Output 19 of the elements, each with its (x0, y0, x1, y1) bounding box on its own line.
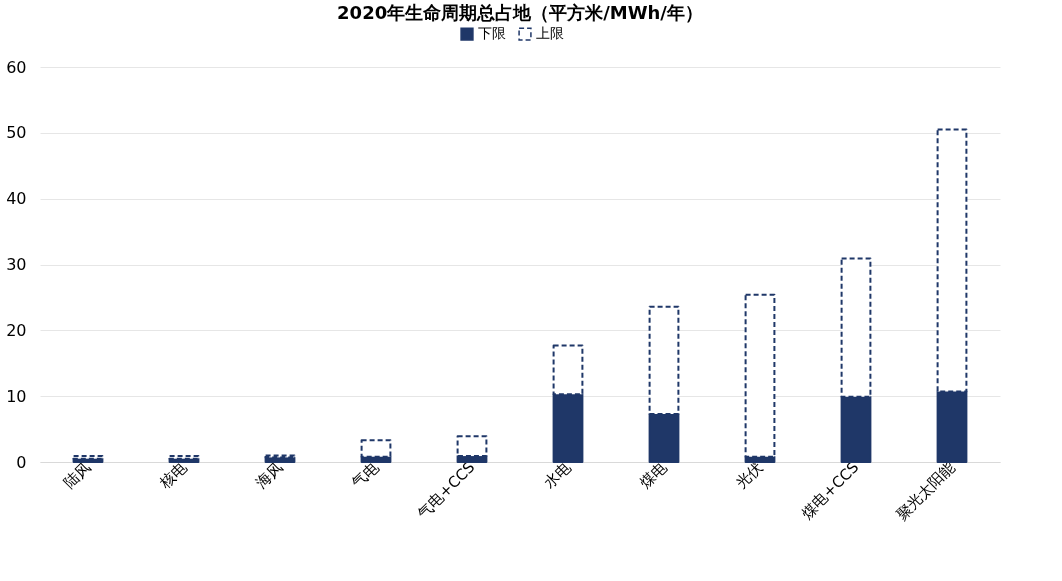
chart-title: 2020年生命周期总占地（平方米/MWh/年） (337, 2, 703, 23)
y-tick-label: 50 (6, 123, 27, 143)
legend-label: 上限 (536, 25, 564, 42)
legend-label: 下限 (478, 25, 506, 42)
y-tick-label: 30 (6, 255, 27, 274)
x-tick-label: 气电 (348, 458, 383, 493)
x-tick-label: 水电 (540, 458, 575, 493)
x-tick-label: 煤电 (636, 458, 671, 493)
x-tick-label: 聚光太阳能 (892, 458, 959, 524)
bar (264, 456, 296, 463)
x-tick-label: 核电 (155, 458, 191, 493)
x-tick-label: 光伏 (732, 458, 767, 493)
y-tick-label: 40 (6, 189, 27, 209)
x-tick-label: 海风 (252, 458, 287, 493)
x-tick-label: 陆风 (60, 458, 95, 493)
y-tick-label: 0 (16, 452, 27, 472)
y-tick-label: 60 (6, 57, 27, 77)
y-tick-label: 20 (6, 320, 27, 340)
y-tick-label: 10 (6, 386, 27, 406)
